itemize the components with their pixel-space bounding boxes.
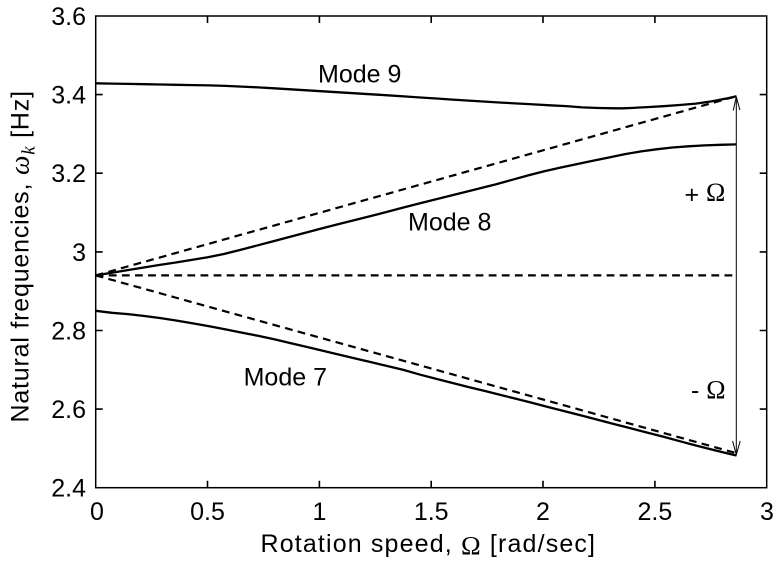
svg-text:Rotation speed, Ω [rad/sec]: Rotation speed, Ω [rad/sec] [261, 530, 597, 561]
svg-text:Natural frequencies, ωk [Hz]: Natural frequencies, ωk [Hz] [4, 90, 40, 422]
svg-text:3.4: 3.4 [51, 82, 86, 110]
svg-text:Mode 8: Mode 8 [408, 209, 491, 237]
svg-text:+ Ω: + Ω [685, 178, 726, 209]
svg-text:2.6: 2.6 [51, 396, 86, 424]
svg-text:2: 2 [536, 498, 550, 526]
svg-text:2.4: 2.4 [51, 475, 86, 503]
svg-text:0: 0 [90, 498, 104, 526]
svg-text:- Ω: - Ω [691, 376, 726, 405]
svg-text:0.5: 0.5 [190, 498, 225, 526]
svg-text:3: 3 [72, 239, 86, 267]
svg-text:3.6: 3.6 [51, 3, 86, 31]
svg-text:1.5: 1.5 [414, 498, 449, 526]
svg-text:3.2: 3.2 [51, 160, 86, 188]
svg-text:3: 3 [760, 498, 774, 526]
svg-text:1: 1 [312, 498, 326, 526]
svg-text:2.8: 2.8 [51, 318, 86, 346]
svg-text:Mode 7: Mode 7 [244, 363, 327, 391]
svg-text:Mode 9: Mode 9 [318, 61, 401, 89]
svg-text:2.5: 2.5 [638, 498, 673, 526]
